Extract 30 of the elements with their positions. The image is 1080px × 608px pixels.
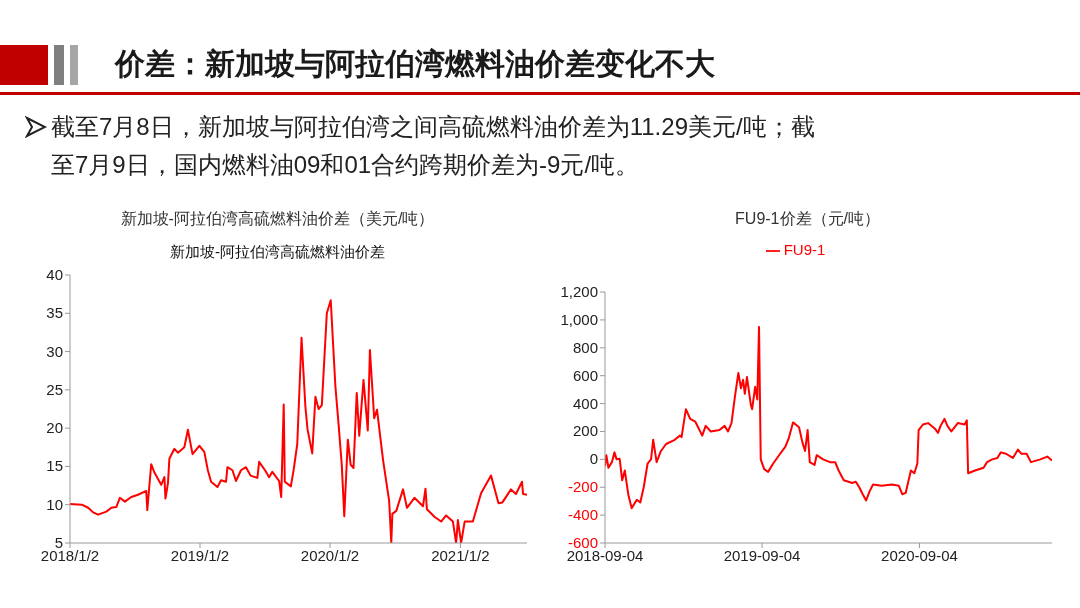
chart-subtitle: 新加坡-阿拉伯湾高硫燃料油价差: [169, 243, 386, 262]
y-tick-label: 1,000: [560, 310, 598, 328]
x-tick-label: 2019-09-04: [723, 546, 801, 564]
y-tick-label: 600: [572, 366, 598, 384]
chart-title: FU9-1价差（元/吨）: [734, 209, 881, 229]
y-tick-label: -600: [567, 534, 598, 551]
y-tick-label: 10: [46, 495, 63, 513]
x-tick-label: 2020-09-04: [881, 546, 958, 564]
line-series: [605, 325, 1052, 510]
y-tick-label: 25: [46, 380, 63, 398]
x-tick-label: 2019/1/2: [170, 546, 230, 564]
y-tick-label: -400: [567, 506, 598, 524]
y-tick-label: 20: [46, 419, 63, 437]
y-tick-label: 15: [46, 457, 63, 475]
y-tick-label: 200: [572, 422, 598, 440]
y-tick-label: 5: [54, 534, 63, 551]
y-tick-label: -200: [567, 478, 598, 496]
chart-title: 新加坡-阿拉伯湾高硫燃料油价差（美元/吨）: [119, 209, 436, 229]
y-tick-label: 1,200: [560, 283, 598, 301]
y-tick-label: 800: [572, 338, 598, 356]
y-tick-label: 30: [46, 342, 63, 360]
text: 截至7月8日，新加坡与阿拉伯湾之间高硫燃料油价差为11.29美元/吨；截至7月9日，国内燃料油09和01合约跨期价差为-9元/吨。: [51, 112, 816, 180]
y-tick-label: 400: [572, 394, 598, 412]
x-tick-label: 2021/1/2: [431, 546, 490, 564]
text: 价差：新加坡与阿拉伯湾燃料油价差变化不大: [115, 46, 715, 82]
y-tick-label: 0: [589, 450, 598, 468]
legend-label: FU9-1: [783, 241, 826, 258]
x-tick-label: 2020/1/2: [300, 546, 360, 564]
y-tick-label: 40: [46, 266, 63, 283]
y-tick-label: 35: [46, 304, 63, 322]
